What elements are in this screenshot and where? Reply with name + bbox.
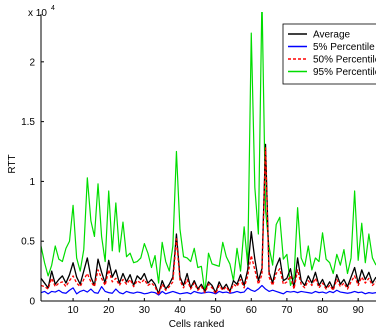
x-tick-label: 10 <box>68 305 80 316</box>
series-line-0 <box>41 143 376 295</box>
legend-label-1: 5% Percentile <box>313 42 375 53</box>
series-layer <box>41 12 376 296</box>
y-tick-label: 2 <box>29 57 35 68</box>
series-line-2 <box>41 147 376 296</box>
y-tick-label: 1.5 <box>21 117 35 128</box>
x-tick-label: 70 <box>281 305 293 316</box>
x-axis-label: Cells ranked <box>169 319 225 330</box>
y-axis-label: RTT <box>7 154 18 173</box>
x-tick-label: 90 <box>353 305 365 316</box>
y-multiplier-label: x 10 <box>28 8 47 19</box>
y-tick-label: 1 <box>29 177 35 188</box>
y-tick-label: 0 <box>29 297 35 308</box>
x-tick-label: 60 <box>246 305 258 316</box>
series-line-3 <box>41 12 376 294</box>
y-multiplier-exponent: 4 <box>51 5 55 12</box>
series-line-1 <box>41 284 376 296</box>
x-tick-label: 80 <box>317 305 329 316</box>
x-tick-label: 40 <box>174 305 186 316</box>
x-tick-label: 50 <box>210 305 222 316</box>
x-tick-label: 20 <box>103 305 115 316</box>
x-tick-label: 30 <box>139 305 151 316</box>
axes-layer: 10 20 30 40 50 60 70 80 90 0 0.5 1 1.5 2 x 10 4 Cells ra… <box>7 5 376 330</box>
legend-label-3: 95% Percentile <box>313 67 376 78</box>
legend-label-0: Average <box>313 30 351 41</box>
legend-label-2: 50% Percentile <box>313 55 376 66</box>
y-tick-label: 0.5 <box>21 237 35 248</box>
